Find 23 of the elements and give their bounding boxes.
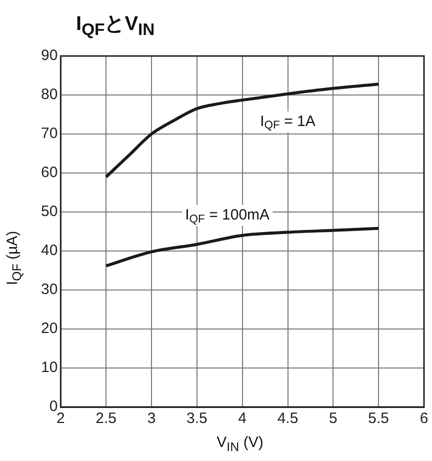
y-tick-label: 20 (40, 320, 58, 338)
x-tick-label: 4 (238, 410, 247, 428)
y-tick-label: 90 (40, 47, 58, 64)
line-series (104, 82, 380, 178)
x-tick-label: 6 (420, 410, 428, 428)
x-tick-label: 5 (329, 410, 338, 428)
line-series (104, 226, 380, 268)
y-tick-label: 30 (40, 281, 58, 298)
y-tick-label: 70 (40, 125, 58, 142)
x-tick-label: 3 (147, 410, 156, 428)
x-tick-label: 4.5 (277, 410, 298, 428)
x-tick-label: 2 (56, 410, 65, 428)
y-tick-label: 40 (40, 242, 58, 260)
chart-title: I$_{QF}$とV$_{IN}$ (76, 12, 155, 40)
x-tick-label: 2.5 (96, 410, 117, 428)
x-axis-title: V$_{IN}$ (V) (216, 434, 264, 454)
y-tick-label: 80 (40, 86, 58, 104)
y-tick-label: 50 (40, 203, 58, 220)
x-tick-label: 3.5 (186, 410, 208, 428)
y-tick-label: 0 (49, 398, 58, 416)
y-tick-label: 60 (40, 164, 58, 182)
x-tick-label: 5.5 (368, 410, 390, 428)
y-tick-label: 10 (40, 359, 58, 376)
